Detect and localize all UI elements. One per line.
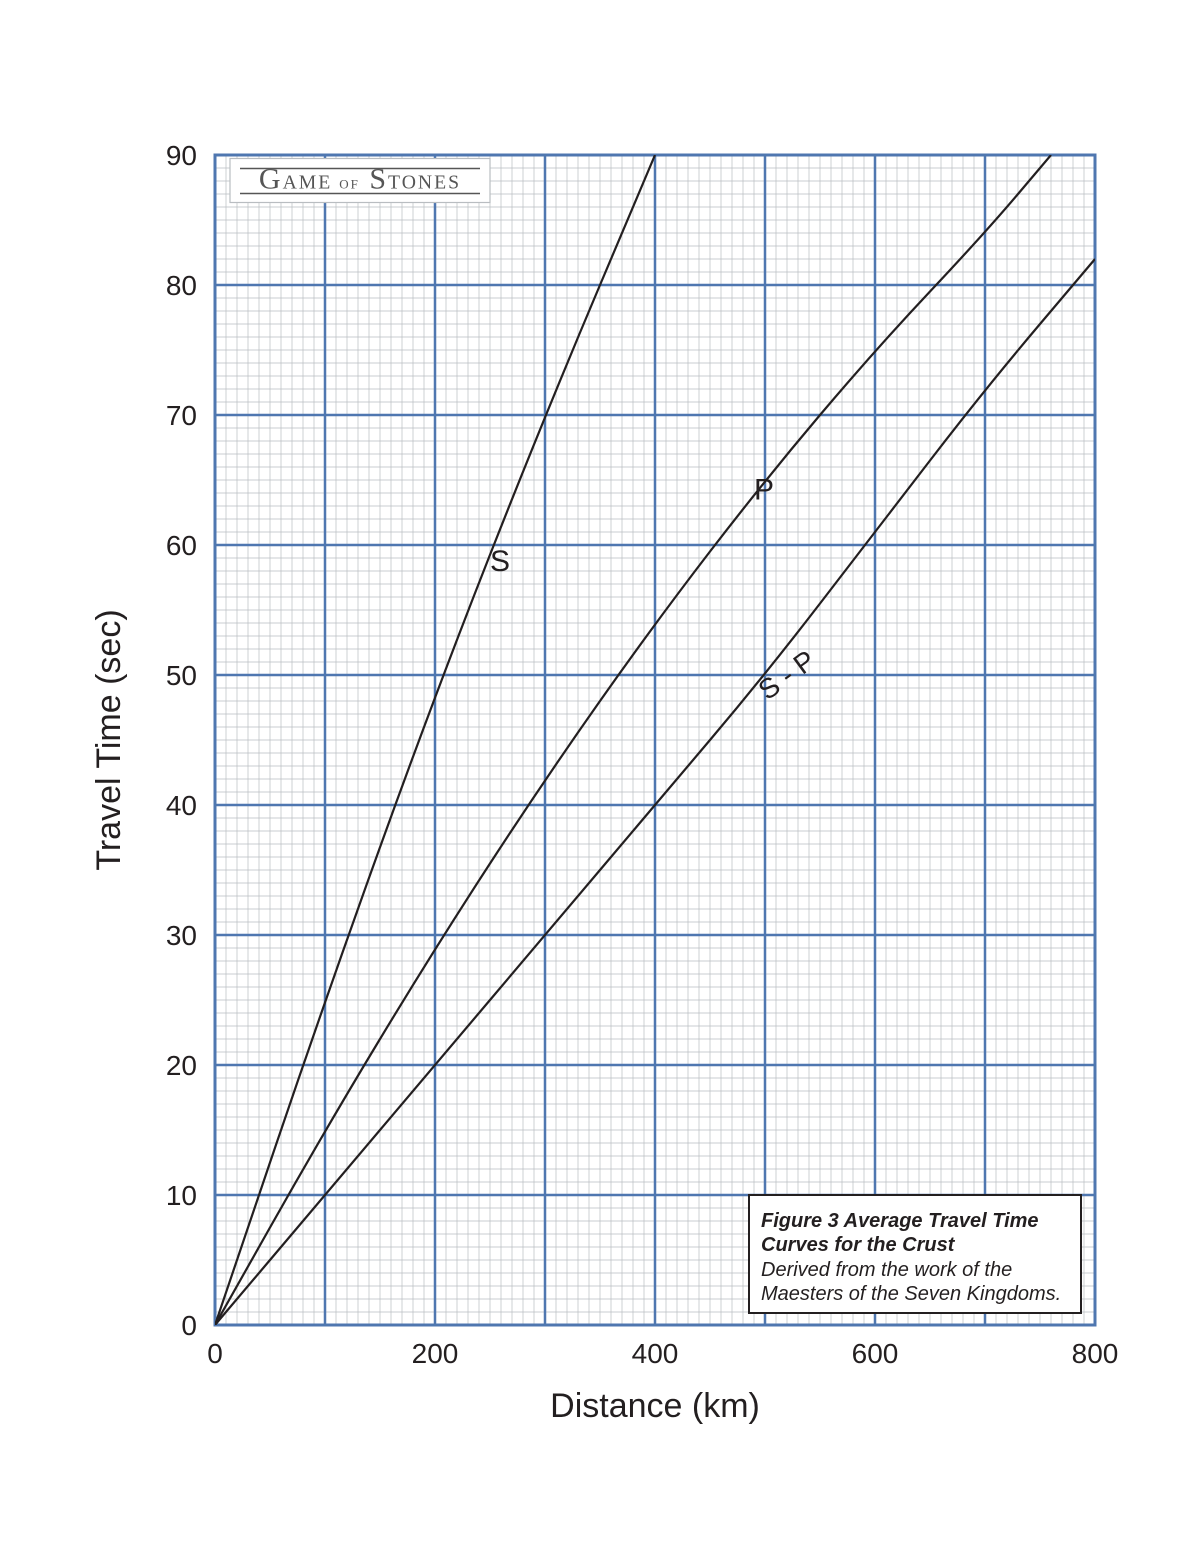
y-tick-label: 30 xyxy=(166,920,197,951)
series-label-p: P xyxy=(754,474,774,507)
y-tick-label: 80 xyxy=(166,270,197,301)
x-axis-label: Distance (km) xyxy=(550,1387,760,1425)
y-tick-label: 0 xyxy=(181,1310,197,1341)
page: { "chart": { "type": "line", "width_px":… xyxy=(0,0,1200,1553)
y-tick-label: 40 xyxy=(166,790,197,821)
y-tick-label: 50 xyxy=(166,660,197,691)
caption-title-1: Figure 3 Average Travel Time xyxy=(761,1210,1039,1232)
y-axis-label: Travel Time (sec) xyxy=(90,609,128,870)
x-tick-label: 400 xyxy=(632,1338,679,1369)
caption-body-1: Derived from the work of the xyxy=(761,1259,1012,1281)
x-tick-label: 600 xyxy=(852,1338,899,1369)
y-tick-label: 60 xyxy=(166,530,197,561)
caption-body-2: Maesters of the Seven Kingdoms. xyxy=(761,1283,1061,1305)
y-tick-label: 20 xyxy=(166,1050,197,1081)
y-tick-label: 10 xyxy=(166,1180,197,1211)
travel-time-chart: SPS - P02004006008000102030405060708090D… xyxy=(0,0,1200,1553)
x-tick-label: 0 xyxy=(207,1338,223,1369)
y-tick-label: 90 xyxy=(166,140,197,171)
y-tick-label: 70 xyxy=(166,400,197,431)
caption-title-2: Curves for the Crust xyxy=(761,1234,956,1256)
series-label-s: S xyxy=(490,545,510,578)
x-tick-label: 800 xyxy=(1072,1338,1119,1369)
x-tick-label: 200 xyxy=(412,1338,459,1369)
